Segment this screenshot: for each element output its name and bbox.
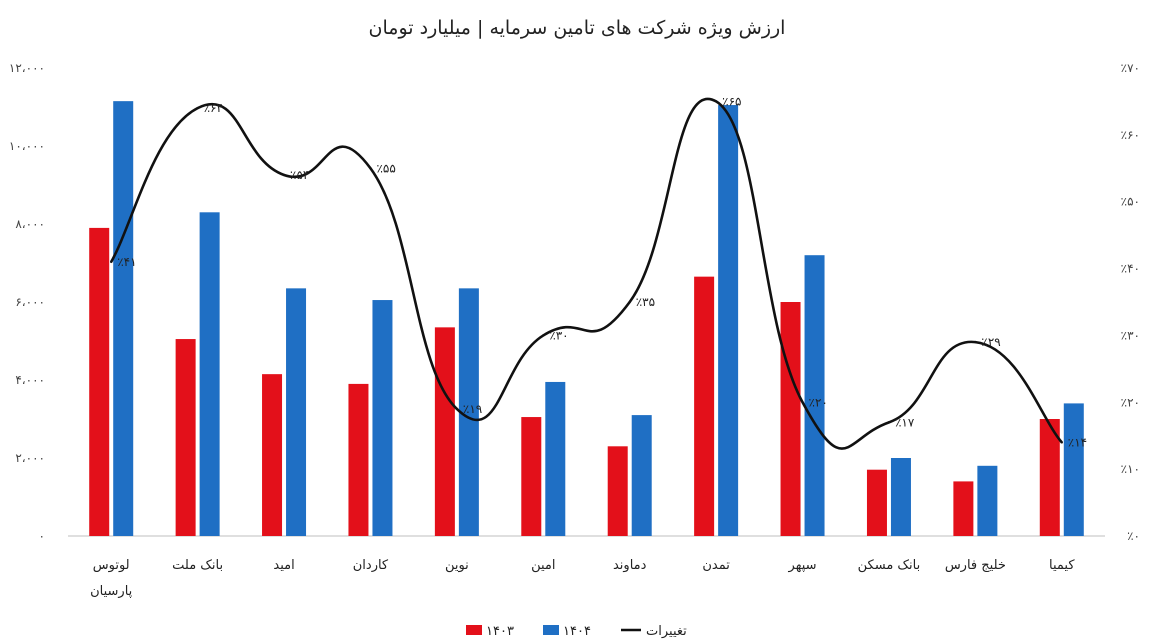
bar-1403 — [780, 302, 801, 536]
y-right-tick-label: ٪۴۰ — [1121, 262, 1140, 276]
y-left-tick-label: ۴،۰۰۰ — [15, 373, 45, 387]
y-left-tick-label: ۸،۰۰۰ — [15, 217, 45, 231]
change-point — [1060, 441, 1063, 444]
bar-1404 — [718, 105, 739, 537]
y-right-tick-label: ٪۲۰ — [1121, 395, 1140, 409]
change-point — [110, 260, 113, 264]
bar-1404 — [113, 101, 134, 537]
bar-1403 — [348, 383, 369, 536]
bar-1404 — [372, 300, 393, 536]
bar-1404 — [199, 212, 220, 537]
change-point — [455, 407, 459, 411]
bar-1403 — [434, 327, 455, 536]
bar-1403 — [262, 374, 283, 536]
y-right-tick-label: ٪۰ — [1127, 529, 1140, 543]
change-label: ٪۳۰ — [549, 328, 568, 342]
change-label: ٪۱۹ — [463, 402, 482, 416]
y-left-tick-label: ۶،۰۰۰ — [15, 295, 45, 309]
category-label: پارسیان — [90, 584, 133, 599]
legend-swatch-0 — [466, 625, 482, 635]
category-label: بانک مسکن — [858, 558, 921, 573]
y-left-tick-label: ۱۰،۰۰۰ — [9, 139, 45, 153]
change-label: ٪۵۵ — [376, 161, 395, 175]
legend-swatch-1 — [543, 625, 559, 635]
y-left-tick-label: ۲،۰۰۰ — [15, 451, 45, 465]
category-label: بانک ملت — [172, 558, 223, 573]
change-label: ٪۳۵ — [636, 295, 655, 309]
change-point — [714, 100, 718, 103]
change-label: ٪۱۷ — [895, 415, 915, 429]
y-right-tick-label: ٪۷۰ — [1121, 61, 1140, 75]
bar-1403 — [89, 227, 110, 536]
y-right-tick-label: ٪۵۰ — [1121, 195, 1140, 209]
change-label: ٪۵۴ — [290, 168, 309, 182]
chart-title: ارزش ویژه شرکت های تامین سرمایه | میلیار… — [369, 17, 786, 39]
change-label: ٪۶۵ — [722, 94, 741, 108]
change-point — [628, 300, 631, 304]
category-label: دماوند — [613, 558, 647, 573]
category-label: کیمیا — [1049, 558, 1075, 573]
y-right-tick-label: ٪۶۰ — [1121, 128, 1140, 142]
category-label: خلیج فارس — [945, 558, 1006, 573]
category-label: تمدن — [702, 558, 730, 573]
category-label: امین — [531, 558, 555, 573]
bar-1404 — [804, 255, 825, 536]
change-label: ٪۲۰ — [809, 395, 828, 409]
bar-1403 — [175, 339, 196, 536]
change-label: ٪۲۹ — [981, 335, 1000, 349]
category-label: کاردان — [353, 558, 389, 573]
bar-1403 — [607, 446, 628, 536]
change-point — [801, 401, 804, 404]
y-axis-right: ٪۰ ٪۱۰ ٪۲۰ ٪۳۰ ٪۴۰ ٪۵۰ ٪۶۰ ٪۷۰ — [1121, 61, 1140, 543]
change-point — [369, 167, 372, 170]
change-point — [282, 173, 286, 177]
change-point — [887, 421, 891, 424]
category-labels: لوتوس پارسیان بانک ملت امید کاردان نوین امین دم… — [90, 558, 1075, 599]
change-point — [196, 106, 199, 110]
legend-label: تغییرات — [646, 624, 687, 639]
legend-label: ۱۴۰۳ — [486, 624, 514, 639]
category-label: لوتوس — [93, 558, 130, 573]
bars — [89, 101, 1084, 537]
change-label: ٪۶۴ — [204, 101, 223, 115]
bar-1404 — [890, 458, 911, 536]
y-left-tick-label: ۰ — [39, 529, 45, 543]
bar-1403 — [866, 469, 887, 536]
bar-1404 — [286, 288, 307, 536]
bar-1403 — [694, 276, 715, 536]
change-point — [974, 340, 977, 344]
change-label: ٪۴۱ — [117, 255, 136, 269]
bar-1403 — [1039, 419, 1060, 536]
bar-1404 — [545, 381, 566, 536]
y-left-tick-label: ۱۲،۰۰۰ — [9, 61, 45, 75]
bar-1404 — [1063, 403, 1084, 536]
y-right-tick-label: ٪۱۰ — [1121, 462, 1140, 476]
category-label: سپهر — [788, 558, 817, 573]
change-label: ٪۱۴ — [1068, 435, 1087, 449]
change-point — [542, 334, 545, 337]
legend-label: ۱۴۰۴ — [563, 624, 591, 639]
category-label: نوین — [445, 558, 469, 573]
legend: ۱۴۰۳ ۱۴۰۴ تغییرات — [466, 624, 687, 639]
y-right-tick-label: ٪۳۰ — [1121, 328, 1140, 342]
bar-1404 — [631, 415, 652, 536]
bar-1403 — [953, 481, 974, 536]
change-line-path — [110, 97, 1063, 450]
bar-1403 — [521, 417, 542, 536]
bar-1404 — [458, 288, 479, 536]
y-axis-left: ۰ ۲،۰۰۰ ۴،۰۰۰ ۶،۰۰۰ ۸،۰۰۰ ۱۰،۰۰۰ ۱۲،۰۰۰ — [9, 61, 45, 543]
category-label: امید — [273, 558, 294, 573]
bar-1404 — [977, 465, 998, 536]
change-line: ٪۴۱ ٪۶۴ ٪۵۴ ٪۵۵ ٪۱۹ ٪۳۰ ٪۳۵ ٪۶۵ ٪۲۰ ٪۱۷ ٪۲۹ ٪۱۴ — [110, 94, 1087, 450]
